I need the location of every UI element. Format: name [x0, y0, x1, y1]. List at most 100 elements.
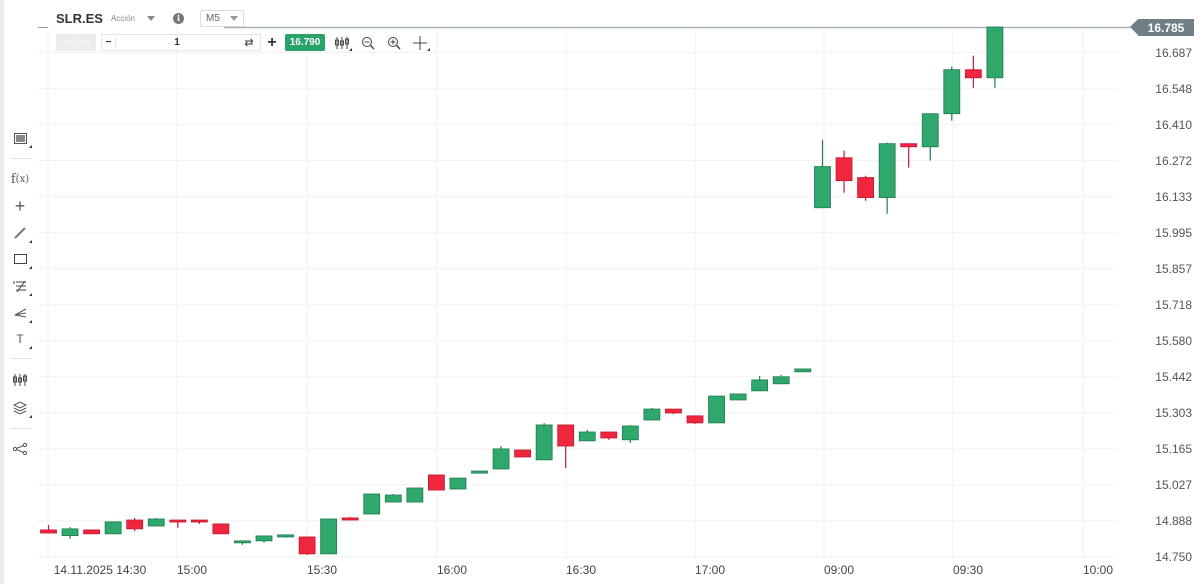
crosshair-icon[interactable] [411, 34, 430, 51]
y-tick-label: 15.303 [1155, 405, 1192, 420]
candle [61, 528, 79, 537]
symbol-dropdown-icon[interactable] [146, 15, 155, 21]
candle [341, 517, 359, 521]
quantity-increase-button[interactable]: + [267, 33, 277, 51]
candle [772, 376, 790, 385]
window-edge [0, 0, 4, 584]
chart-type-icon[interactable] [8, 127, 32, 149]
candle [449, 477, 467, 490]
timeframe-dropdown-icon [229, 15, 238, 21]
function-icon[interactable]: f (x) [10, 171, 30, 187]
candle [557, 424, 575, 447]
x-tick-label: 16:00 [436, 563, 468, 577]
candles-settings-icon[interactable] [8, 369, 32, 391]
candle [363, 493, 381, 515]
candle [298, 536, 316, 555]
rectangle-icon[interactable] [8, 248, 32, 270]
candle [878, 143, 896, 198]
candle [794, 368, 812, 373]
sell-button[interactable]: 16.780 [56, 34, 96, 51]
y-tick-label: 16.133 [1155, 189, 1192, 204]
share-icon[interactable] [8, 438, 32, 460]
candle [708, 395, 725, 424]
toolbar-divider [10, 158, 32, 159]
x-tick-label: 15:30 [306, 563, 338, 577]
candle [514, 449, 531, 458]
candle [686, 415, 704, 424]
trendline-icon[interactable] [8, 222, 32, 244]
fibonacci-icon[interactable] [8, 275, 32, 297]
x-tick-label: 09:00 [823, 563, 855, 577]
x-tick-label: 16:30 [565, 563, 597, 577]
y-tick-label: 15.857 [1155, 261, 1192, 276]
x-tick-label: 10:00 [1082, 563, 1114, 577]
candle [384, 494, 402, 503]
candle [600, 431, 618, 439]
candle [643, 408, 661, 421]
timeframe-value: M5 [205, 12, 220, 24]
drawing-toolbar: f (x) + T [4, 0, 34, 584]
candle [751, 379, 769, 392]
candle [665, 408, 682, 414]
layers-icon[interactable] [8, 397, 32, 419]
asset-type-label: Acción [110, 13, 135, 23]
candle [621, 425, 639, 441]
candle [169, 519, 187, 523]
candle [406, 487, 424, 503]
x-tick-label: 14.11.2025 14:30 [53, 563, 147, 577]
candle [320, 518, 338, 555]
candle [964, 69, 982, 79]
y-tick-label: 15.580 [1155, 333, 1192, 348]
toolbar-divider [10, 358, 32, 359]
y-tick-label: 15.718 [1155, 297, 1192, 312]
indicators-icon[interactable] [333, 34, 352, 51]
text-icon[interactable]: T [8, 328, 32, 350]
crosshair-cursor-icon[interactable]: + [14, 195, 26, 216]
candle [471, 470, 488, 474]
x-tick-label: 17:00 [694, 563, 726, 577]
buy-button[interactable]: 16.790 [285, 34, 325, 51]
candle [943, 69, 961, 115]
candle [126, 519, 144, 530]
quantity-decrease-button[interactable]: − [102, 37, 116, 48]
header-divider [38, 27, 48, 28]
zoom-out-icon[interactable] [359, 34, 377, 51]
zoom-in-icon[interactable] [385, 34, 403, 51]
info-icon[interactable]: i [172, 12, 184, 24]
candle [814, 166, 831, 209]
pitchfork-icon[interactable] [8, 302, 32, 324]
candle [212, 523, 230, 535]
current-price-tag: 16.785 [1130, 19, 1194, 36]
y-tick-label: 16.548 [1155, 81, 1192, 96]
y-tick-label: 16.410 [1155, 117, 1192, 132]
quantity-stepper[interactable]: − 1 ⇄ [101, 34, 261, 51]
y-tick-label: 15.165 [1155, 441, 1192, 456]
candle [986, 26, 1004, 79]
symbol-label[interactable]: SLR.ES [56, 10, 103, 26]
x-tick-label: 09:30 [952, 563, 984, 577]
candle [277, 534, 294, 538]
trade-bar: 16.780 − 1 ⇄ + 16.790 [56, 33, 430, 51]
candle [427, 474, 445, 491]
candle [40, 529, 57, 534]
y-tick-label: 14.888 [1155, 514, 1192, 529]
candle [900, 143, 918, 148]
candle [83, 529, 100, 535]
candle [835, 157, 853, 182]
y-tick-label: 16.687 [1155, 45, 1192, 60]
y-tick-label: 15.995 [1155, 225, 1192, 240]
candle [190, 519, 208, 523]
candle [535, 424, 553, 461]
candle [255, 535, 273, 542]
candle [147, 518, 165, 527]
candle [857, 177, 874, 198]
y-tick-label: 15.027 [1155, 477, 1192, 492]
chart-header: SLR.ES Acción i M5 [56, 8, 244, 28]
swap-icon[interactable]: ⇄ [244, 37, 254, 49]
y-tick-label: 14.750 [1155, 550, 1192, 564]
x-tick-label: 15:00 [176, 563, 208, 577]
quantity-input[interactable]: 1 [174, 37, 180, 48]
candle [921, 113, 939, 148]
timeframe-select[interactable]: M5 [199, 9, 244, 27]
